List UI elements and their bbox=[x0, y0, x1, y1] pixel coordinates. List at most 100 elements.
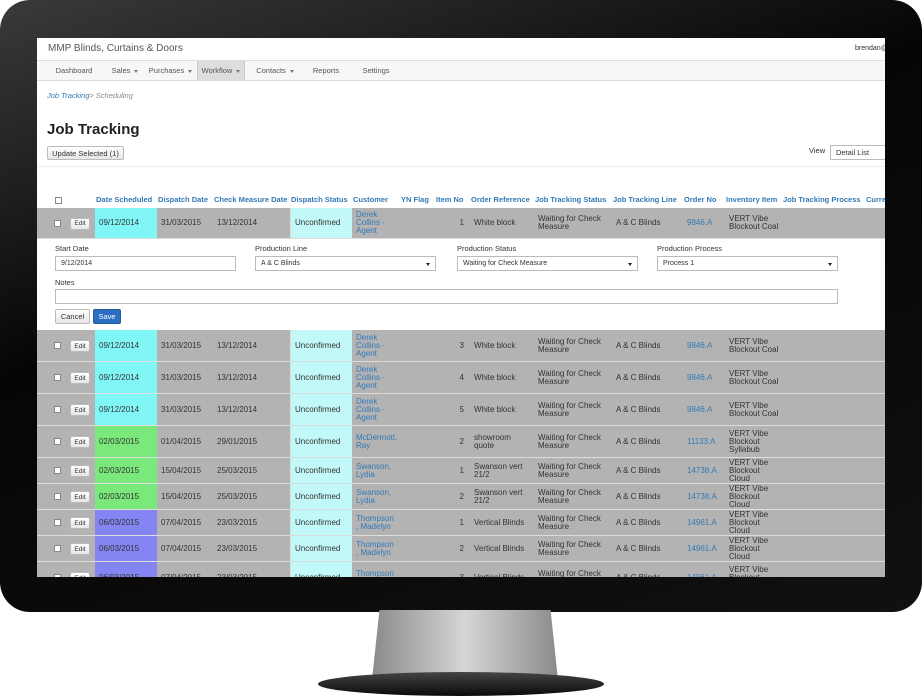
column-header[interactable]: YN Flag bbox=[401, 195, 429, 204]
order-no[interactable]: 14961.A bbox=[687, 572, 717, 577]
customer[interactable]: Swanson, Lydia bbox=[356, 461, 392, 479]
customer[interactable]: Derek Collins - Agent bbox=[356, 364, 385, 390]
customer[interactable]: Swanson, Lydia bbox=[356, 487, 392, 505]
column-header[interactable]: Date Scheduled bbox=[96, 195, 153, 204]
order-no[interactable]: 11133.A bbox=[687, 436, 716, 446]
order-no[interactable]: 9846.A bbox=[687, 372, 713, 382]
order-reference: Swanson vert 21/2 bbox=[474, 461, 523, 479]
nav-item[interactable]: Settings bbox=[354, 61, 398, 80]
nav-item[interactable]: Workflow bbox=[197, 61, 245, 80]
job-tracking-status: Waiting for Check Measure bbox=[538, 214, 601, 231]
order-no[interactable]: 14961.A bbox=[687, 517, 717, 527]
row-checkbox[interactable] bbox=[54, 438, 61, 445]
edit-button[interactable]: Edit bbox=[70, 436, 90, 448]
column-header[interactable]: Inventory Item bbox=[726, 195, 778, 204]
table-row: Edit 06/03/2015 07/04/2015 23/03/2015 Unconf… bbox=[37, 536, 885, 562]
row-checkbox[interactable] bbox=[54, 519, 61, 526]
order-no[interactable]: 14738.A bbox=[687, 465, 717, 475]
edit-button[interactable]: Edit bbox=[70, 572, 90, 577]
customer[interactable]: Thompson , Madelyn bbox=[356, 568, 394, 577]
column-header[interactable]: Job Tracking Process bbox=[783, 195, 861, 204]
nav-item[interactable]: Purchases bbox=[148, 61, 193, 80]
dispatch-status: Unconfirmed bbox=[290, 330, 352, 361]
column-header[interactable]: Job Tracking Status bbox=[535, 195, 607, 204]
nav-item[interactable]: Contacts bbox=[254, 61, 296, 80]
edit-button[interactable]: Edit bbox=[70, 404, 90, 416]
customer[interactable]: Thompson , Madelyn bbox=[356, 513, 394, 531]
column-header[interactable]: Item No bbox=[436, 195, 464, 204]
nav-item[interactable]: Reports bbox=[304, 61, 348, 80]
column-header[interactable]: Curre bbox=[866, 195, 885, 204]
job-tracking-line: A & C Blinds bbox=[616, 340, 661, 350]
nav-item[interactable]: Sales bbox=[109, 61, 141, 80]
order-no[interactable]: 9846.A bbox=[687, 218, 713, 227]
nav-label[interactable]: Contacts bbox=[256, 66, 294, 75]
table-row: Edit 06/03/2015 07/04/2015 23/03/2015 Unconf… bbox=[37, 562, 885, 577]
select-all-checkbox[interactable] bbox=[55, 197, 62, 204]
order-no[interactable]: 9846.A bbox=[687, 340, 713, 350]
column-header[interactable]: Dispatch Status bbox=[291, 195, 348, 204]
nav-label[interactable]: Dashboard bbox=[55, 66, 93, 75]
check-measure-date: 13/12/2014 bbox=[217, 218, 258, 227]
column-header[interactable]: Check Measure Date bbox=[214, 195, 288, 204]
field-input[interactable]: Process 1 bbox=[657, 256, 838, 271]
user-name[interactable]: brendan@ bbox=[855, 45, 885, 52]
row-checkbox[interactable] bbox=[54, 406, 61, 413]
row-checkbox[interactable] bbox=[54, 545, 61, 552]
edit-button[interactable]: Edit bbox=[70, 491, 90, 503]
job-tracking-status: Waiting for Check Measure bbox=[538, 368, 601, 386]
field-input[interactable]: A & C Blinds bbox=[255, 256, 436, 271]
row-checkbox[interactable] bbox=[54, 219, 61, 227]
customer[interactable]: Thompson , Madelyn bbox=[356, 539, 394, 557]
job-tracking-status: Waiting for Check Measure bbox=[538, 487, 601, 505]
row-checkbox[interactable] bbox=[54, 342, 61, 349]
order-no[interactable]: 9846.A bbox=[687, 404, 713, 414]
view-select[interactable]: Detail List bbox=[830, 145, 885, 160]
save-button[interactable]: Save bbox=[93, 309, 121, 324]
nav-label[interactable]: Settings bbox=[362, 66, 390, 75]
nav-label[interactable]: Workflow bbox=[202, 66, 241, 75]
nav-label[interactable]: Reports bbox=[312, 66, 340, 75]
edit-button[interactable]: Edit bbox=[70, 217, 90, 230]
order-no[interactable]: 14961.A bbox=[687, 543, 717, 553]
monitor-stand bbox=[372, 610, 558, 680]
field-input[interactable]: 9/12/2014 bbox=[55, 256, 236, 271]
row-checkbox[interactable] bbox=[54, 493, 61, 500]
job-tracking-line: A & C Blinds bbox=[616, 436, 661, 446]
nav-item[interactable]: Dashboard bbox=[49, 61, 99, 80]
row-checkbox[interactable] bbox=[54, 574, 61, 577]
check-measure-date: 25/03/2015 bbox=[217, 491, 258, 501]
customer[interactable]: McDermott, Ray bbox=[356, 432, 398, 450]
edit-button[interactable]: Edit bbox=[70, 340, 90, 352]
edit-button[interactable]: Edit bbox=[70, 372, 90, 384]
row-checkbox[interactable] bbox=[54, 374, 61, 381]
breadcrumb-item[interactable]: Job Tracking bbox=[47, 91, 90, 100]
order-no[interactable]: 14738.A bbox=[687, 491, 717, 501]
customer[interactable]: Derek Collins - Agent bbox=[356, 210, 385, 235]
column-header[interactable]: Job Tracking Line bbox=[613, 195, 677, 204]
item-no: 1 bbox=[459, 465, 464, 475]
cancel-button[interactable]: Cancel bbox=[55, 309, 90, 324]
nav-label[interactable]: Sales bbox=[112, 66, 139, 75]
customer[interactable]: Derek Collins - Agent bbox=[356, 332, 385, 358]
column-header[interactable]: Order No bbox=[684, 195, 717, 204]
update-button[interactable]: Update Selected (1) bbox=[47, 146, 124, 160]
dispatch-date: 07/04/2015 bbox=[161, 572, 202, 577]
dispatch-date: 31/03/2015 bbox=[161, 372, 202, 382]
edit-button[interactable]: Edit bbox=[70, 517, 90, 529]
job-tracking-status: Waiting for Check Measure bbox=[538, 513, 601, 531]
edit-button[interactable]: Edit bbox=[70, 465, 90, 477]
row-checkbox[interactable] bbox=[54, 467, 61, 474]
column-header[interactable]: Dispatch Date bbox=[158, 195, 209, 204]
column-header[interactable]: Customer bbox=[353, 195, 389, 204]
customer[interactable]: Derek Collins - Agent bbox=[356, 396, 385, 422]
notes-input[interactable] bbox=[55, 289, 838, 304]
order-reference: White block bbox=[474, 404, 516, 414]
field-input[interactable]: Waiting for Check Measure bbox=[457, 256, 638, 271]
check-measure-date: 13/12/2014 bbox=[217, 372, 258, 382]
nav-label[interactable]: Purchases bbox=[149, 66, 192, 75]
order-reference: White block bbox=[474, 372, 516, 382]
job-tracking-line: A & C Blinds bbox=[616, 372, 661, 382]
edit-button[interactable]: Edit bbox=[70, 543, 90, 555]
column-header[interactable]: Order Reference bbox=[471, 195, 530, 204]
